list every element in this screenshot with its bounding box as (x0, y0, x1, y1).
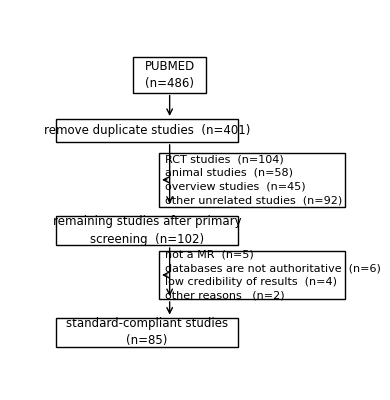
FancyBboxPatch shape (56, 119, 238, 142)
Text: remove duplicate studies  (n=401): remove duplicate studies (n=401) (44, 124, 250, 137)
Text: remaining studies after primary
screening  (n=102): remaining studies after primary screenin… (53, 215, 241, 246)
Text: not a MR  (n=5)
databases are not authoritative  (n=6)
low credibility of result: not a MR (n=5) databases are not authori… (165, 250, 380, 300)
FancyBboxPatch shape (159, 153, 345, 207)
Text: RCT studies  (n=104)
animal studies  (n=58)
overview studies  (n=45)
other unrel: RCT studies (n=104) animal studies (n=58… (165, 154, 342, 205)
FancyBboxPatch shape (56, 318, 238, 347)
Text: PUBMED
(n=486): PUBMED (n=486) (145, 60, 195, 90)
Text: standard-compliant studies
(n=85): standard-compliant studies (n=85) (66, 317, 228, 347)
FancyBboxPatch shape (159, 251, 345, 299)
FancyBboxPatch shape (56, 216, 238, 245)
FancyBboxPatch shape (133, 57, 206, 93)
